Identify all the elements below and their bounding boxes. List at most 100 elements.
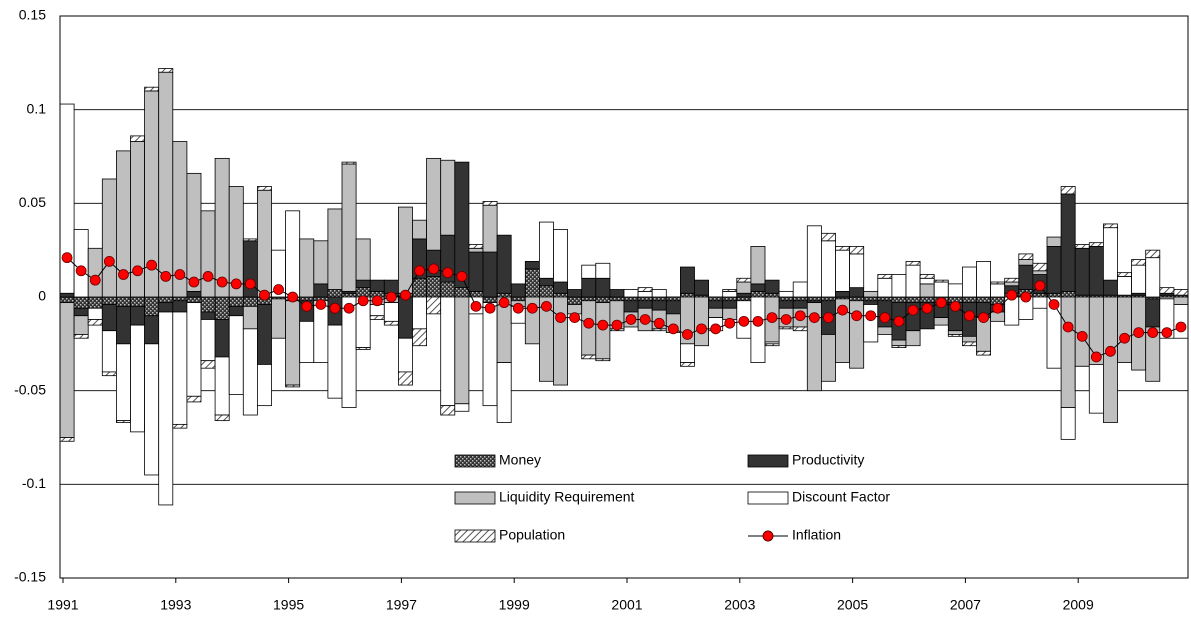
inflation-marker <box>202 270 214 282</box>
inflation-marker <box>1147 327 1159 338</box>
bar-segment <box>736 292 752 298</box>
bar-segment <box>651 328 667 332</box>
bar-segment <box>1032 292 1048 298</box>
inflation-marker <box>61 252 73 264</box>
legend-label: Discount Factor <box>792 489 890 505</box>
bar-segment <box>736 296 752 302</box>
legend-swatch <box>747 454 789 468</box>
bar-segment <box>609 289 625 298</box>
bar-segment <box>722 300 738 309</box>
bar-segment <box>186 302 202 397</box>
bar-segment <box>285 210 301 298</box>
bar-segment <box>87 247 103 298</box>
inflation-marker <box>526 302 538 314</box>
bar-segment <box>539 221 554 279</box>
bar-segment <box>708 307 724 319</box>
bar-segment <box>581 296 597 302</box>
legend-label: Liquidity Requirement <box>499 489 635 505</box>
bar-segment <box>764 279 780 294</box>
bar-segment <box>144 296 160 317</box>
bar-segment <box>976 261 992 298</box>
bar-segment <box>806 296 822 302</box>
inflation-marker <box>498 297 510 309</box>
bar-segment <box>426 157 442 251</box>
bar-segment <box>919 283 935 298</box>
bar-segment <box>397 206 413 294</box>
bar-segment <box>468 247 484 253</box>
inflation-marker <box>1006 289 1018 301</box>
bar-segment <box>962 266 977 298</box>
inflation-marker <box>935 297 947 309</box>
bar-segment <box>722 296 738 302</box>
bar-segment <box>976 350 992 356</box>
inflation-marker <box>89 274 101 286</box>
bar-segment <box>947 330 963 335</box>
bar-segment <box>73 296 89 309</box>
bar-segment <box>369 315 385 320</box>
bars <box>59 68 1189 506</box>
bar-segment <box>87 296 103 309</box>
bar-segment <box>1046 236 1062 247</box>
bar-segment <box>482 201 498 206</box>
inflation-marker <box>357 295 369 307</box>
bar-segment <box>200 311 216 320</box>
inflation-marker <box>118 269 129 280</box>
bar-segment <box>665 296 681 302</box>
inflation-marker <box>385 291 397 303</box>
bar-segment <box>101 330 117 373</box>
inflation-marker <box>851 310 863 322</box>
inflation-marker <box>400 289 411 301</box>
bar-segment <box>1117 275 1133 296</box>
y-tick-label: -0.05 <box>14 381 46 397</box>
inflation-marker <box>597 319 609 331</box>
legend-item: Liquidity Requirement <box>454 489 635 505</box>
lines <box>61 252 1187 363</box>
inflation-marker <box>1020 291 1032 303</box>
bar-segment <box>172 300 188 313</box>
bar-segment <box>792 300 808 309</box>
bar-segment <box>101 296 117 305</box>
bar-segment <box>1088 364 1104 414</box>
inflation-marker <box>710 323 722 335</box>
inflation-marker <box>921 302 933 314</box>
bar-segment <box>327 324 343 399</box>
bar-segment <box>1117 296 1133 363</box>
bar-segment <box>158 302 174 313</box>
bar-segment <box>454 296 470 405</box>
inflation-marker <box>611 319 623 331</box>
inflation-marker <box>1105 345 1116 357</box>
inflation-marker <box>371 295 383 307</box>
bar-segment <box>341 296 357 408</box>
bar-segment <box>1018 264 1034 290</box>
inflation-marker <box>442 267 454 279</box>
bar-segment <box>1145 257 1161 298</box>
inflation-marker <box>667 323 679 335</box>
inflation-marker <box>259 289 270 301</box>
bar-segment <box>242 328 258 416</box>
y-tick-label: 0.1 <box>27 100 47 116</box>
bar-segment <box>750 290 766 298</box>
bar-segment <box>976 296 992 304</box>
inflation-marker <box>865 310 877 322</box>
bar-segment <box>426 296 442 315</box>
bar-segment <box>59 292 75 298</box>
bar-segment <box>186 296 202 304</box>
bar-segment <box>313 283 329 298</box>
bar-segment <box>256 364 272 407</box>
bar-segment <box>242 238 258 242</box>
bar-segment <box>172 296 188 302</box>
bar-segment <box>59 437 75 442</box>
bar-segment <box>116 343 131 422</box>
bar-segment <box>186 395 202 403</box>
bar-segment <box>214 414 230 422</box>
inflation-marker <box>329 302 341 314</box>
inflation-marker <box>653 317 665 329</box>
bar-segment <box>327 289 343 298</box>
bar-segment <box>680 292 695 298</box>
bar-segment <box>412 219 428 240</box>
inflation-marker <box>174 269 186 280</box>
bar-segment <box>228 315 244 395</box>
bar-segment <box>271 298 287 339</box>
bar-segment <box>637 296 653 302</box>
bar-segment <box>73 315 89 335</box>
